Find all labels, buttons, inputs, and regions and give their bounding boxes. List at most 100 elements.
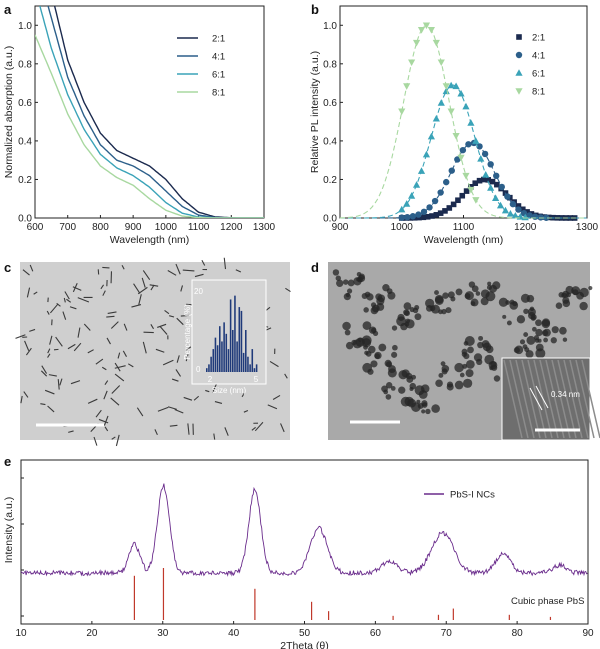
nanocrystal: [425, 408, 431, 415]
legend-label: 6:1: [212, 70, 225, 81]
nanocrystal: [251, 426, 256, 431]
nanocrystal: [103, 390, 108, 400]
nanocrystal: [561, 292, 567, 299]
nanocrystal: [185, 354, 189, 362]
nanocrystal: [269, 360, 279, 368]
nanocrystal: [407, 398, 417, 408]
pl-point-4-1: [454, 156, 461, 163]
panel-label-d: d: [311, 260, 319, 275]
nanocrystal: [493, 375, 501, 382]
nanocrystal: [464, 335, 475, 346]
nanocrystal: [550, 337, 557, 344]
nanocrystal: [64, 291, 70, 300]
pl-point-6-1: [417, 167, 426, 174]
pl-point-6-1: [447, 81, 455, 89]
nanocrystal: [342, 279, 349, 285]
x-tick-label: 50: [299, 628, 311, 639]
nanocrystal: [57, 379, 60, 390]
x-tick-label: 900: [125, 222, 142, 233]
x-tick-label: 1300: [253, 222, 276, 233]
nanocrystal: [110, 397, 120, 406]
panel-b: b 900 1000 1100 1200 1300 0.0 0.2 0.4 0.6 0.8 1.0 W…: [309, 2, 599, 246]
nanocrystal: [366, 293, 374, 301]
nanocrystal-chains: [332, 269, 593, 415]
nanocrystal: [104, 380, 109, 385]
pl-point-2-1: [463, 188, 470, 194]
nanocrystal: [40, 403, 46, 406]
inset-y-label: Percentage (%): [183, 304, 192, 360]
nanocrystal: [87, 349, 94, 354]
nanocrystal: [131, 304, 142, 308]
pl-point-2-1: [437, 210, 444, 216]
nanocrystal: [127, 363, 134, 368]
nanocrystal: [416, 399, 421, 404]
plot-frame: [20, 459, 589, 625]
nanocrystal: [478, 335, 484, 341]
pl-point-6-1: [403, 200, 411, 207]
nanocrystal: [370, 360, 378, 368]
nanocrystal: [465, 369, 474, 378]
nanocrystal: [438, 372, 444, 378]
nanocrystal: [397, 313, 405, 321]
histogram-bar: [238, 307, 241, 372]
legend-label: 4:1: [212, 52, 225, 63]
nanocrystal: [488, 360, 498, 370]
nanocrystal: [284, 373, 288, 379]
nanocrystal: [73, 342, 82, 352]
nanocrystal: [535, 348, 546, 359]
nanocrystal: [169, 315, 175, 318]
nanocrystal: [77, 297, 90, 303]
nanocrystal: [522, 344, 528, 350]
nanocrystal: [543, 337, 548, 343]
histogram-bar: [225, 333, 228, 372]
nanocrystal: [523, 332, 529, 337]
pl-point-8-1: [457, 154, 465, 162]
legend-marker: [516, 34, 522, 40]
y-tick-label: 1.0: [323, 21, 337, 32]
nanocrystal: [392, 344, 398, 351]
nanocrystal: [520, 293, 530, 303]
pl-point-8-1: [408, 59, 416, 67]
x-tick-label: 70: [441, 628, 453, 639]
pl-fit-2-1: [340, 178, 587, 219]
pl-point-4-1: [415, 211, 422, 218]
absorption-line-2-1: [53, 6, 264, 218]
nanocrystal: [141, 277, 146, 288]
pl-point-2-1: [455, 197, 461, 204]
pl-point-8-1: [422, 22, 431, 30]
nanocrystal: [555, 302, 563, 309]
y-tick-label: 0.0: [18, 214, 32, 225]
nanocrystal: [531, 326, 537, 332]
nanocrystal: [205, 389, 210, 393]
inset-x-label: Size (nm): [212, 386, 247, 395]
histogram-bar: [242, 352, 245, 372]
pl-point-6-1: [398, 205, 406, 213]
y-tick-label: 0.2: [323, 175, 337, 186]
histogram-bar: [206, 368, 208, 372]
nanocrystal: [56, 302, 61, 307]
histogram-bar: [219, 326, 221, 372]
pl-point-8-1: [412, 39, 421, 47]
pl-point-8-1: [467, 186, 475, 194]
nanocrystal: [213, 433, 216, 440]
nanocrystal: [44, 389, 55, 395]
nanocrystal: [155, 348, 165, 353]
nanocrystal: [463, 378, 473, 388]
nanocrystal: [405, 372, 413, 380]
nanocrystal: [579, 301, 588, 311]
pl-point-2-1: [424, 213, 431, 220]
legend-label: 8:1: [532, 87, 545, 98]
pl-point-2-1: [524, 209, 530, 215]
fringe: [581, 359, 600, 439]
nanocrystal: [40, 370, 48, 377]
x-axis-label: Wavelength (nm): [424, 234, 504, 246]
pl-point-4-1: [487, 161, 494, 168]
x-tick-label: 1000: [155, 222, 178, 233]
nanocrystal: [562, 337, 568, 342]
nanocrystal: [390, 386, 396, 391]
x-tick-label: 800: [92, 222, 109, 233]
histogram-bar: [234, 295, 236, 372]
nanocrystal: [41, 365, 48, 374]
pl-point-2-1: [442, 208, 448, 214]
